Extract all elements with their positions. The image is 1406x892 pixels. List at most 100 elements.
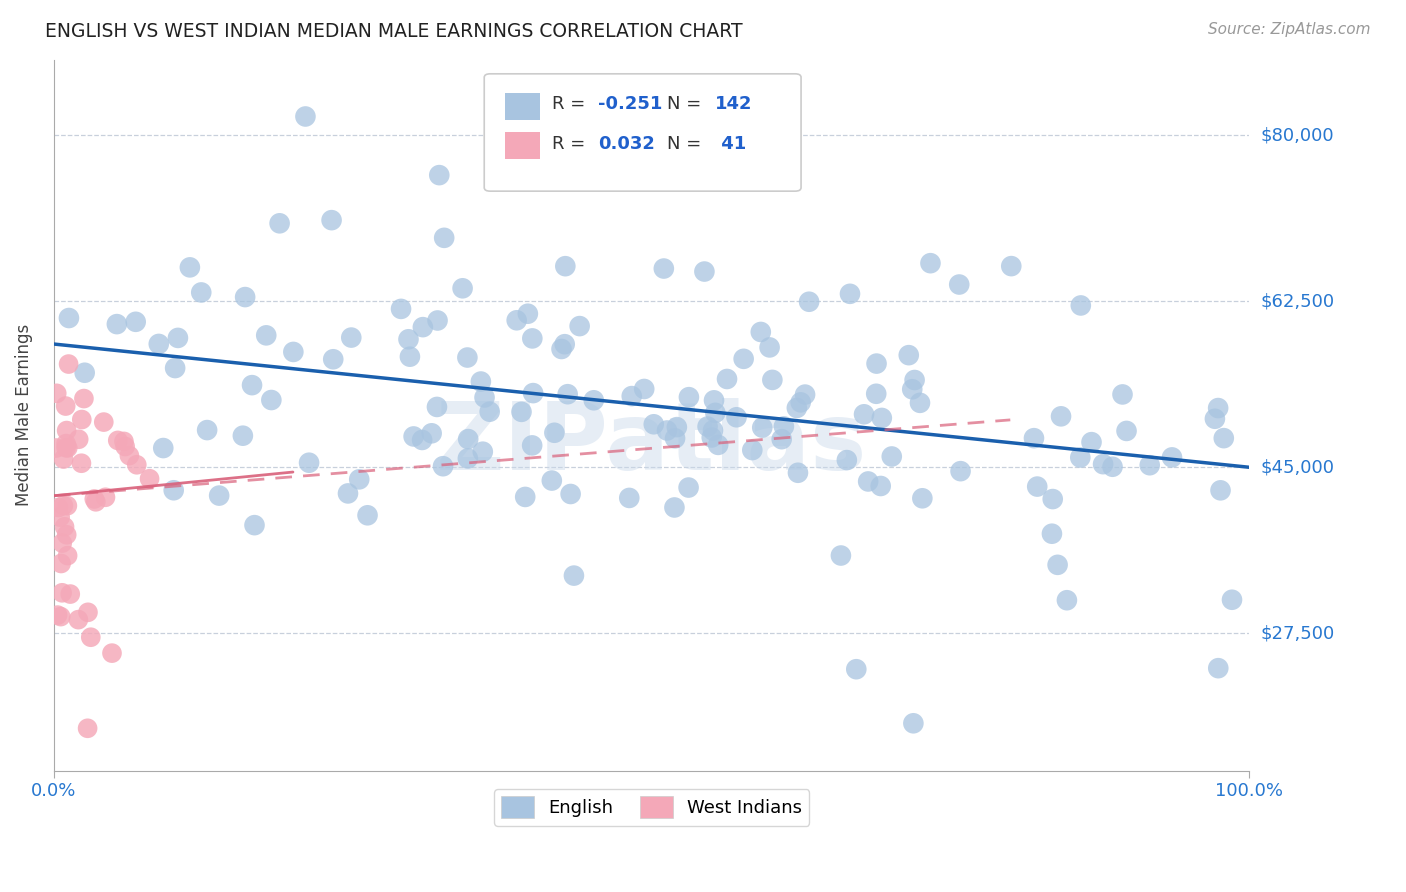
Bar bbox=[505, 93, 540, 120]
Point bbox=[232, 428, 254, 442]
Text: 0.032: 0.032 bbox=[598, 135, 655, 153]
Point bbox=[505, 313, 527, 327]
Point bbox=[412, 320, 434, 334]
Point bbox=[1212, 431, 1234, 445]
Point bbox=[46, 608, 69, 623]
Point bbox=[664, 500, 686, 515]
Text: N =: N = bbox=[668, 135, 707, 153]
Point bbox=[787, 466, 810, 480]
Point bbox=[741, 443, 763, 458]
Point bbox=[1050, 409, 1073, 424]
Text: 41: 41 bbox=[716, 135, 747, 153]
Point bbox=[56, 549, 79, 563]
Point bbox=[633, 382, 655, 396]
Point bbox=[703, 393, 725, 408]
Point bbox=[55, 399, 77, 413]
Point bbox=[1042, 491, 1064, 506]
Point bbox=[51, 586, 73, 600]
Point bbox=[51, 536, 73, 550]
Point bbox=[716, 372, 738, 386]
Point bbox=[557, 387, 579, 401]
Point bbox=[55, 441, 77, 455]
Point bbox=[56, 441, 79, 455]
Point bbox=[56, 499, 79, 513]
Point bbox=[80, 630, 103, 644]
Text: R =: R = bbox=[553, 95, 592, 113]
Point bbox=[112, 434, 135, 449]
Point bbox=[83, 491, 105, 506]
Point bbox=[340, 330, 363, 344]
Point bbox=[665, 420, 688, 434]
Point bbox=[138, 472, 160, 486]
Y-axis label: Median Male Earnings: Median Male Earnings bbox=[15, 324, 32, 507]
Point bbox=[433, 231, 456, 245]
Point bbox=[1139, 458, 1161, 473]
Point bbox=[59, 587, 82, 601]
Point bbox=[1220, 592, 1243, 607]
Text: ZIPatlas: ZIPatlas bbox=[436, 398, 868, 490]
Text: 142: 142 bbox=[716, 95, 752, 113]
Point bbox=[107, 434, 129, 448]
Point bbox=[49, 557, 72, 571]
Point bbox=[582, 393, 605, 408]
Point bbox=[321, 213, 343, 227]
Point bbox=[652, 261, 675, 276]
Point bbox=[696, 419, 718, 434]
Point bbox=[853, 407, 876, 421]
Point bbox=[470, 375, 492, 389]
Point bbox=[337, 486, 360, 500]
Point bbox=[457, 451, 479, 466]
Point bbox=[773, 419, 796, 434]
Point bbox=[761, 373, 783, 387]
Text: R =: R = bbox=[553, 135, 592, 153]
Point bbox=[269, 216, 291, 230]
Point bbox=[125, 315, 148, 329]
Point bbox=[94, 490, 117, 504]
Point bbox=[73, 392, 96, 406]
Point bbox=[432, 459, 454, 474]
Point bbox=[678, 390, 700, 404]
Point bbox=[522, 386, 544, 401]
Point bbox=[398, 332, 420, 346]
Point bbox=[880, 450, 903, 464]
Point bbox=[1115, 424, 1137, 438]
Point bbox=[856, 475, 879, 489]
Point bbox=[451, 281, 474, 295]
Point bbox=[298, 456, 321, 470]
Point bbox=[797, 294, 820, 309]
Point bbox=[550, 342, 572, 356]
Legend: English, West Indians: English, West Indians bbox=[494, 789, 810, 826]
Point bbox=[58, 357, 80, 371]
Text: Source: ZipAtlas.com: Source: ZipAtlas.com bbox=[1208, 22, 1371, 37]
Point bbox=[105, 317, 128, 331]
Point bbox=[70, 412, 93, 426]
Point bbox=[411, 433, 433, 447]
Point bbox=[1209, 483, 1232, 498]
Text: $62,500: $62,500 bbox=[1261, 293, 1334, 310]
Point bbox=[870, 411, 893, 425]
Point bbox=[52, 499, 75, 513]
Point bbox=[53, 520, 76, 534]
Point bbox=[1080, 435, 1102, 450]
Point bbox=[48, 500, 70, 515]
Point bbox=[770, 432, 793, 446]
Point bbox=[45, 386, 67, 401]
Point bbox=[865, 357, 887, 371]
Point bbox=[678, 481, 700, 495]
Point bbox=[568, 319, 591, 334]
Point bbox=[254, 328, 277, 343]
Point bbox=[911, 491, 934, 506]
Point bbox=[949, 464, 972, 478]
Text: ENGLISH VS WEST INDIAN MEDIAN MALE EARNINGS CORRELATION CHART: ENGLISH VS WEST INDIAN MEDIAN MALE EARNI… bbox=[45, 22, 742, 41]
Point bbox=[839, 286, 862, 301]
Point bbox=[794, 387, 817, 401]
Point bbox=[865, 386, 887, 401]
Point bbox=[67, 432, 90, 446]
Point bbox=[704, 406, 727, 420]
Point bbox=[118, 449, 141, 463]
Point bbox=[655, 424, 678, 438]
Text: $45,000: $45,000 bbox=[1261, 458, 1334, 476]
Point bbox=[562, 568, 585, 582]
Point bbox=[426, 400, 449, 414]
Point bbox=[356, 508, 378, 523]
